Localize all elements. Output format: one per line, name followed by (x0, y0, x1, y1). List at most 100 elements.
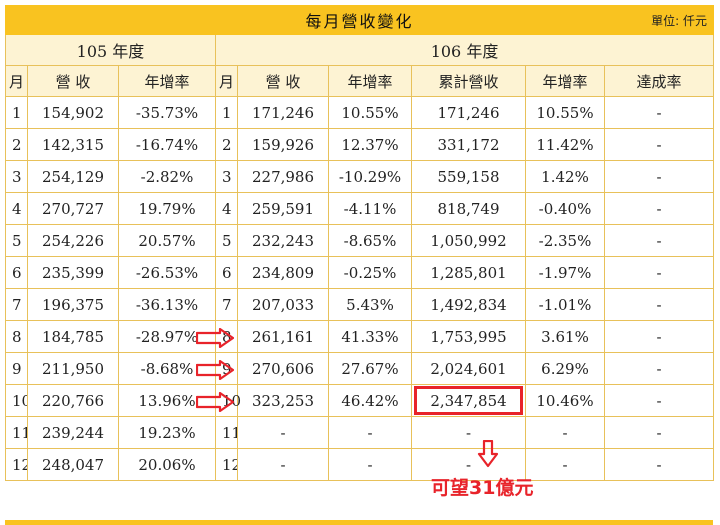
revenue-105-cell: 254,226 (27, 224, 119, 257)
revenue-106-value: - (280, 455, 286, 474)
yoy-105-cell: 19.79% (118, 192, 216, 225)
month-106-value: 11 (222, 423, 237, 442)
cumulative-revenue-cell: 2,347,854 (411, 384, 526, 417)
cumulative-revenue-value: 1,050,992 (430, 231, 507, 250)
revenue-106-value: 261,161 (251, 327, 315, 346)
cumulative-yoy-cell: 10.55% (525, 96, 605, 129)
month-106-cell: 5 (215, 224, 238, 257)
achievement-rate-value: - (656, 103, 662, 122)
month-105-cell: 8 (5, 320, 28, 353)
col-achievement-rate: 達成率 (603, 65, 715, 97)
month-106-value: 10 (222, 391, 242, 410)
table-row: 7 196,375 -36.13% 7 207,033 5.43% 1,492,834 -1.… (5, 288, 715, 321)
cumulative-revenue-value: 2,347,854 (430, 391, 507, 410)
month-106-value: 5 (222, 231, 232, 250)
revenue-106-cell: - (237, 448, 329, 481)
month-106-cell: 11 (215, 416, 238, 449)
month-105-cell: 7 (5, 288, 28, 321)
cumulative-revenue-value: 171,246 (437, 103, 500, 122)
month-105-cell: 5 (5, 224, 28, 257)
cumulative-yoy-value: -2.35% (538, 231, 592, 250)
cumulative-yoy-cell: - (525, 448, 605, 481)
month-105-cell: 3 (5, 160, 28, 193)
yoy-105-value: -36.13% (135, 295, 199, 314)
yoy-105-value: 20.57% (138, 231, 196, 250)
achievement-rate-cell: - (603, 192, 715, 225)
revenue-105-value: 196,375 (41, 295, 105, 314)
month-105-value: 4 (12, 199, 22, 218)
achievement-rate-value: - (656, 263, 662, 282)
cumulative-yoy-cell: 11.42% (525, 128, 605, 161)
cumulative-yoy-cell: -0.40% (525, 192, 605, 225)
down-arrow-icon (477, 440, 499, 468)
yoy-106-value: -0.25% (343, 263, 397, 282)
cumulative-yoy-cell: -1.01% (525, 288, 605, 321)
projection-callout: 可望31億元 (431, 477, 534, 499)
year-105-header: 105 年度 (5, 34, 216, 66)
month-105-value: 11 (12, 423, 27, 442)
revenue-105-value: 254,129 (41, 167, 105, 186)
yoy-106-value: 10.55% (341, 103, 399, 122)
cumulative-yoy-value: 3.61% (541, 327, 589, 346)
yoy-105-value: -8.68% (140, 359, 194, 378)
revenue-105-cell: 270,727 (27, 192, 119, 225)
yoy-106-value: 27.67% (341, 359, 399, 378)
yoy-106-cell: -0.25% (328, 256, 412, 289)
yoy-106-cell: 10.55% (328, 96, 412, 129)
yoy-105-cell: -2.82% (118, 160, 216, 193)
month-106-cell: 8 (196, 320, 238, 353)
month-105-cell: 11 (5, 416, 28, 449)
achievement-rate-value: - (656, 199, 662, 218)
cumulative-yoy-value: 6.29% (541, 359, 589, 378)
cumulative-revenue-cell: 2,024,601 (411, 352, 526, 385)
revenue-105-value: 248,047 (41, 455, 105, 474)
cumulative-revenue-cell: - (411, 416, 526, 449)
revenue-105-cell: 211,950 (27, 352, 119, 385)
yoy-106-cell: 5.43% (328, 288, 412, 321)
cumulative-revenue-cell: 171,246 (411, 96, 526, 129)
revenue-106-value: 159,926 (251, 135, 315, 154)
cumulative-revenue-cell: 559,158 (411, 160, 526, 193)
monthly-revenue-table: 每月營收變化 單位: 仟元 105 年度 106 年度 月 營 收 年增率 月 … (4, 5, 715, 481)
yoy-105-value: 19.79% (138, 199, 196, 218)
achievement-rate-cell: - (603, 288, 715, 321)
yoy-106-cell: -4.11% (328, 192, 412, 225)
col-revenue-105: 營 收 (27, 65, 119, 97)
revenue-106-cell: 323,253 (237, 384, 329, 417)
yoy-106-cell: -10.29% (328, 160, 412, 193)
table-row: 12 248,047 20.06% 12 - - - - - (5, 448, 715, 481)
month-106-cell: 6 (215, 256, 238, 289)
achievement-rate-cell: - (603, 224, 715, 257)
yoy-106-value: 12.37% (341, 135, 399, 154)
month-105-cell: 2 (5, 128, 28, 161)
revenue-106-cell: 171,246 (237, 96, 329, 129)
yoy-106-value: 41.33% (341, 327, 399, 346)
revenue-106-cell: 159,926 (237, 128, 329, 161)
achievement-rate-value: - (656, 295, 662, 314)
month-106-value: 4 (222, 199, 232, 218)
col-month-105: 月 (5, 65, 28, 97)
achievement-rate-cell: - (603, 320, 715, 353)
yoy-105-cell: -16.74% (118, 128, 216, 161)
yoy-105-cell: 19.23% (118, 416, 216, 449)
yoy-106-value: -4.11% (343, 199, 397, 218)
yoy-105-value: -26.53% (135, 263, 199, 282)
table-row: 2 142,315 -16.74% 2 159,926 12.37% 331,172 11.4… (5, 128, 715, 161)
month-105-value: 3 (12, 167, 22, 186)
month-106-value: 7 (222, 295, 232, 314)
cumulative-yoy-value: 1.42% (541, 167, 589, 186)
cumulative-revenue-value: 1,753,995 (430, 327, 507, 346)
revenue-105-value: 270,727 (41, 199, 105, 218)
cumulative-revenue-value: 1,285,801 (430, 263, 507, 282)
yoy-105-value: -35.73% (135, 103, 199, 122)
col-cumulative-revenue: 累計營收 (411, 65, 526, 97)
yoy-105-value: 13.96% (138, 391, 196, 410)
table-row: 8 184,785 -28.97% 8 261,161 41.33% 1,753,995 3.… (5, 320, 715, 353)
month-105-value: 8 (12, 327, 22, 346)
month-106-value: 8 (222, 327, 232, 346)
month-105-cell: 1 (5, 96, 28, 129)
revenue-106-value: 270,606 (251, 359, 315, 378)
cumulative-revenue-cell: 818,749 (411, 192, 526, 225)
achievement-rate-value: - (656, 423, 662, 442)
month-106-cell: 1 (215, 96, 238, 129)
